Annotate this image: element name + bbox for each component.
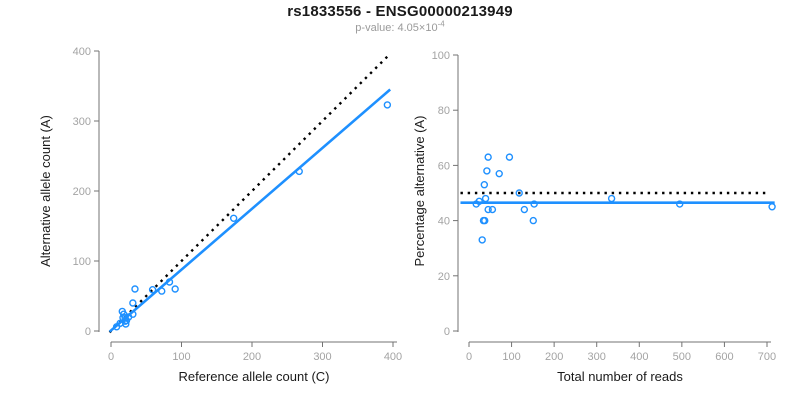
y-tick-label: 60 [438, 160, 450, 172]
y-axis-title: Alternative allele count (A) [38, 115, 53, 267]
data-point [529, 216, 537, 225]
y-tick-label: 40 [438, 216, 450, 228]
pvalue-exponent: -4 [437, 19, 445, 29]
x-tick-label: 300 [588, 351, 606, 363]
y-tick-label: 200 [73, 186, 91, 198]
x-tick-label: 300 [313, 351, 331, 363]
x-tick-label: 500 [673, 351, 691, 363]
data-point [129, 299, 137, 307]
data-point [768, 203, 776, 211]
data-point [495, 169, 503, 178]
pvalue-text: p-value: 4.05×10 [355, 22, 438, 34]
data-point [165, 278, 174, 286]
y-axis-title: Percentage alternative (A) [412, 115, 427, 266]
y-tick-label: 80 [438, 105, 450, 117]
data-point [676, 200, 684, 208]
data-point [478, 236, 486, 244]
data-point [483, 167, 491, 175]
data-point [131, 285, 139, 293]
data-point [295, 167, 303, 176]
data-point [383, 101, 392, 109]
data-point [520, 205, 529, 214]
data-point [488, 205, 497, 214]
data-point [481, 194, 490, 203]
x-tick-label: 200 [243, 351, 261, 363]
data-point [121, 314, 129, 322]
data-point [171, 285, 179, 293]
identity-line [108, 55, 389, 334]
x-tick-label: 700 [758, 351, 776, 363]
x-tick-label: 400 [630, 351, 648, 363]
x-tick-label: 0 [466, 351, 472, 363]
x-axis-title: Reference allele count (C) [178, 369, 329, 384]
data-point [484, 153, 492, 161]
y-tick-label: 20 [438, 271, 450, 283]
data-point [505, 153, 514, 161]
x-tick-label: 100 [172, 351, 190, 363]
y-tick-label: 400 [73, 46, 91, 58]
data-point [158, 287, 166, 295]
y-tick-label: 100 [73, 256, 91, 268]
data-point [129, 310, 137, 318]
x-tick-label: 400 [384, 351, 402, 363]
data-point [229, 214, 238, 223]
y-tick-label: 0 [444, 326, 450, 338]
data-point [148, 286, 157, 294]
x-tick-label: 0 [108, 351, 114, 363]
data-point [480, 181, 489, 189]
y-tick-label: 0 [85, 326, 91, 338]
data-point [607, 194, 616, 203]
y-tick-label: 300 [73, 116, 91, 128]
right-scatter-plot: 0 20 40 60 80 100 0 100 200 300 400 500 600 700 Total … [412, 50, 776, 384]
x-tick-label: 200 [545, 351, 563, 363]
x-tick-label: 600 [715, 351, 733, 363]
chart-subtitle: p-value: 4.05×10-4 [0, 19, 800, 34]
regression-line [108, 88, 392, 333]
data-point [484, 205, 492, 214]
left-scatter-plot: 0 100 200 300 400 0 100 200 300 400 Reference alle… [38, 46, 402, 384]
chart-title: rs1833556 - ENSG00000213949 [287, 3, 513, 20]
x-tick-label: 100 [502, 351, 520, 363]
data-point [481, 216, 489, 225]
y-tick-label: 100 [432, 50, 450, 62]
data-point [118, 307, 126, 316]
data-point [515, 189, 523, 197]
x-axis-title: Total number of reads [557, 369, 683, 384]
data-point [530, 200, 538, 208]
data-point [475, 197, 483, 205]
